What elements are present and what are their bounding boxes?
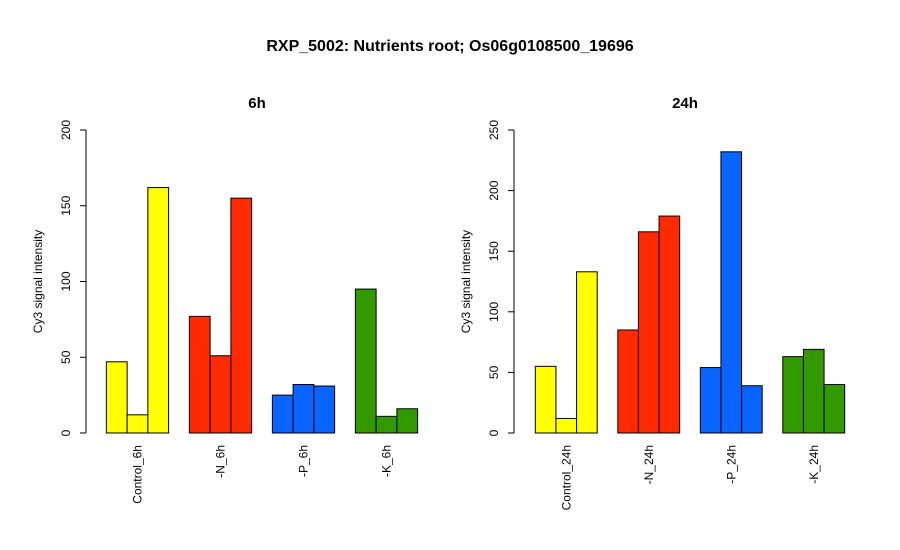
panel-title: 24h: [672, 95, 698, 112]
bar: [147, 187, 170, 434]
bar: [637, 231, 660, 434]
y-tick-label: 100: [487, 301, 501, 321]
y-axis-label: Cy3 signal intensity: [31, 230, 45, 333]
y-tick-label: 250: [487, 120, 501, 140]
bar: [375, 415, 398, 434]
bar: [313, 385, 336, 434]
category-label: -N_24h: [642, 445, 656, 484]
y-tick-label: 150: [487, 241, 501, 261]
bar: [720, 151, 743, 434]
y-tick-label: 0: [59, 429, 73, 436]
bar: [126, 414, 149, 434]
bar: [699, 367, 722, 434]
y-tick-label: 50: [487, 365, 501, 379]
bar: [782, 356, 804, 434]
y-tick-label: 50: [59, 350, 73, 364]
bar: [741, 385, 763, 434]
category-label: -P_6h: [297, 445, 311, 477]
panel-title: 6h: [248, 95, 266, 112]
bar: [209, 355, 232, 434]
category-label: -N_6h: [214, 445, 228, 478]
bar: [271, 394, 294, 434]
y-tick-label: 0: [487, 429, 501, 436]
bar: [105, 361, 128, 434]
bar: [292, 384, 315, 434]
bar: [658, 215, 681, 434]
panel-6h: 6h 0 50 100 150 200 Cy3 signal intensity Contro…: [31, 95, 419, 504]
category-label: -P_24h: [724, 445, 738, 484]
y-tick-label: 100: [59, 271, 73, 291]
category-label: -K_6h: [380, 445, 394, 477]
category-label: Control_6h: [131, 445, 145, 504]
bar: [534, 365, 557, 434]
page-title: RXP_5002: Nutrients root; Os06g0108500_1…: [266, 38, 634, 55]
category-label: Control_24h: [559, 445, 573, 510]
bar: [576, 271, 598, 434]
y-tick-label: 200: [487, 180, 501, 200]
bar: [802, 348, 825, 434]
bar: [354, 288, 377, 434]
category-label: -K_24h: [807, 445, 821, 484]
bar: [230, 197, 253, 434]
panel-24h: 24h 0 50 100 150 200 250 Cy3 signal intensity Co…: [459, 95, 846, 510]
bar: [396, 408, 419, 434]
bar: [188, 315, 211, 434]
bar: [823, 384, 846, 434]
y-tick-label: 150: [59, 195, 73, 215]
bar: [617, 329, 639, 434]
y-axis-label: Cy3 signal intensity: [459, 230, 473, 333]
bar: [555, 417, 578, 434]
y-tick-label: 200: [59, 120, 73, 140]
